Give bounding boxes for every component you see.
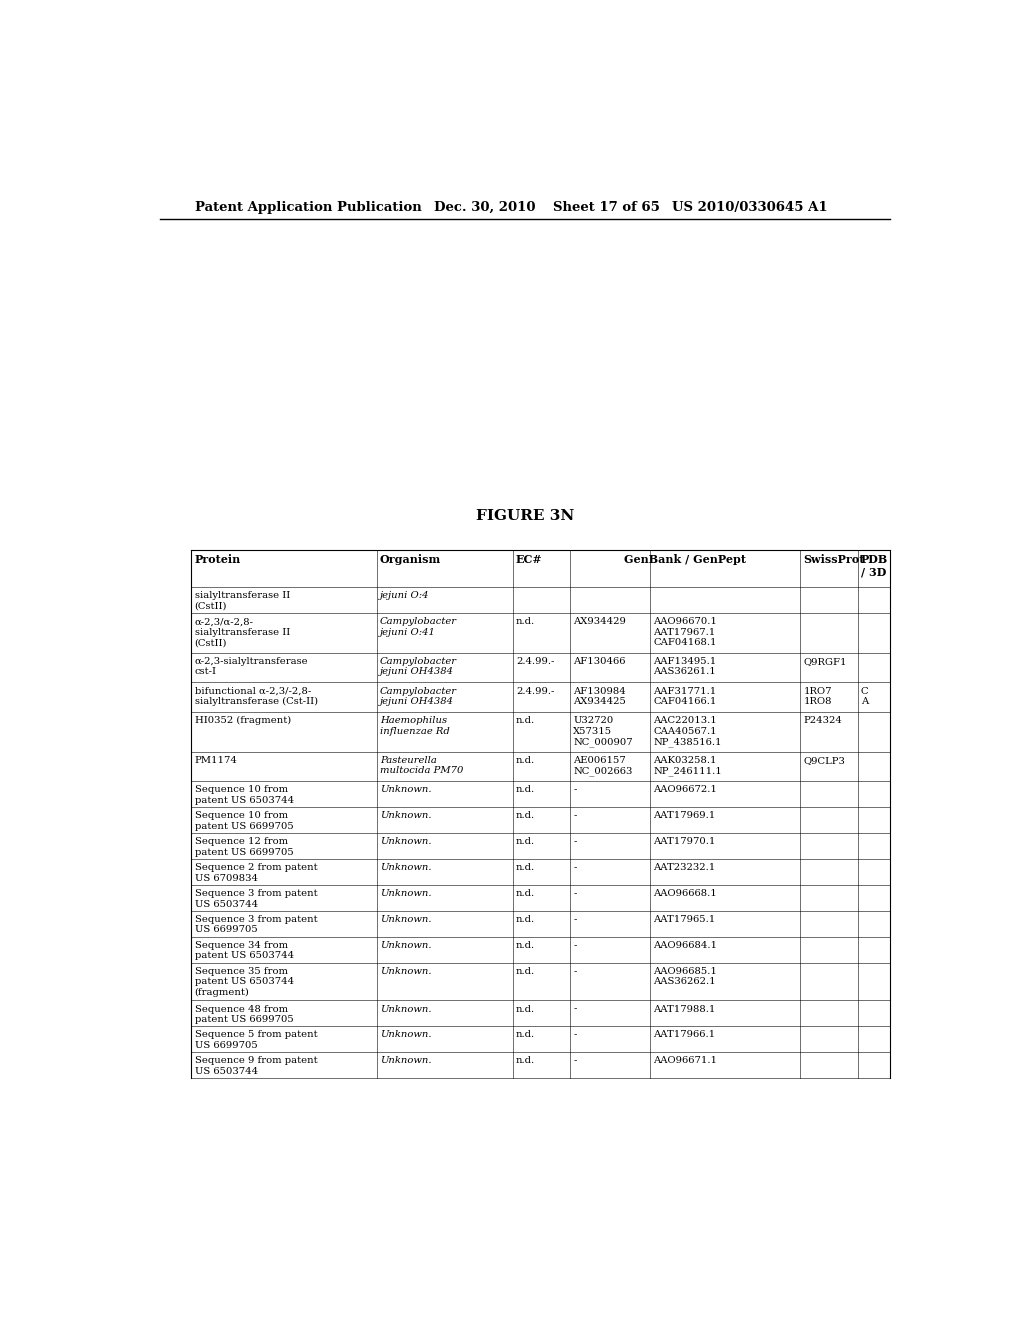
Text: -: -	[573, 785, 577, 795]
Text: AAO96671.1: AAO96671.1	[653, 1056, 718, 1065]
Text: PM1174: PM1174	[195, 755, 238, 764]
Text: Unknown.: Unknown.	[380, 785, 431, 795]
Text: -: -	[573, 966, 577, 975]
Text: -: -	[573, 1056, 577, 1065]
Text: Sheet 17 of 65: Sheet 17 of 65	[553, 201, 659, 214]
Text: n.d.: n.d.	[516, 618, 535, 627]
Text: SwissProt: SwissProt	[804, 554, 865, 565]
Text: n.d.: n.d.	[516, 717, 535, 726]
Text: P24324: P24324	[804, 717, 843, 726]
Text: -: -	[573, 837, 577, 846]
Text: AAT17988.1: AAT17988.1	[653, 1005, 716, 1014]
Text: AAT23232.1: AAT23232.1	[653, 863, 716, 873]
Text: jejuni O:4: jejuni O:4	[380, 591, 429, 601]
Text: Unknown.: Unknown.	[380, 1031, 431, 1039]
Text: n.d.: n.d.	[516, 755, 535, 764]
Text: bifunctional α-2,3/-2,8-
sialyltransferase (Cst-II): bifunctional α-2,3/-2,8- sialyltransfera…	[195, 686, 317, 706]
Text: Unknown.: Unknown.	[380, 966, 431, 975]
Text: -: -	[573, 863, 577, 873]
Text: AAO96670.1
AAT17967.1
CAF04168.1: AAO96670.1 AAT17967.1 CAF04168.1	[653, 618, 718, 647]
Text: C
A: C A	[861, 686, 868, 706]
Text: Sequence 35 from
patent US 6503744
(fragment): Sequence 35 from patent US 6503744 (frag…	[195, 966, 294, 997]
Text: Unknown.: Unknown.	[380, 941, 431, 950]
Text: Dec. 30, 2010: Dec. 30, 2010	[433, 201, 535, 214]
Text: AE006157
NC_002663: AE006157 NC_002663	[573, 755, 633, 776]
Text: AF130466: AF130466	[573, 656, 626, 665]
Text: Unknown.: Unknown.	[380, 1005, 431, 1014]
Text: 1RO7
1RO8: 1RO7 1RO8	[804, 686, 833, 706]
Text: AAT17970.1: AAT17970.1	[653, 837, 716, 846]
Text: -: -	[573, 812, 577, 820]
Text: AF130984
AX934425: AF130984 AX934425	[573, 686, 626, 706]
Text: Sequence 34 from
patent US 6503744: Sequence 34 from patent US 6503744	[195, 941, 294, 961]
Text: U32720
X57315
NC_000907: U32720 X57315 NC_000907	[573, 717, 633, 747]
Text: AAO96672.1: AAO96672.1	[653, 785, 718, 795]
Text: 2.4.99.-: 2.4.99.-	[516, 686, 554, 696]
Text: Patent Application Publication: Patent Application Publication	[196, 201, 422, 214]
Text: Sequence 12 from
patent US 6699705: Sequence 12 from patent US 6699705	[195, 837, 294, 857]
Text: AAC22013.1
CAA40567.1
NP_438516.1: AAC22013.1 CAA40567.1 NP_438516.1	[653, 717, 722, 747]
Text: Pasteurella
multocida PM70: Pasteurella multocida PM70	[380, 755, 463, 775]
Text: Q9CLP3: Q9CLP3	[804, 755, 846, 764]
Text: EC#: EC#	[516, 554, 543, 565]
Text: Protein: Protein	[195, 554, 241, 565]
Text: AX934429: AX934429	[573, 618, 626, 627]
Text: -: -	[573, 890, 577, 898]
Text: Sequence 3 from patent
US 6503744: Sequence 3 from patent US 6503744	[195, 890, 317, 908]
Text: HI0352 (fragment): HI0352 (fragment)	[195, 717, 291, 726]
Text: AAF31771.1
CAF04166.1: AAF31771.1 CAF04166.1	[653, 686, 717, 706]
Text: AAO96668.1: AAO96668.1	[653, 890, 717, 898]
Text: n.d.: n.d.	[516, 1005, 535, 1014]
Text: Sequence 48 from
patent US 6699705: Sequence 48 from patent US 6699705	[195, 1005, 294, 1024]
Text: -: -	[573, 915, 577, 924]
Text: n.d.: n.d.	[516, 941, 535, 950]
Text: 2.4.99.-: 2.4.99.-	[516, 656, 554, 665]
Text: AAO96685.1
AAS36262.1: AAO96685.1 AAS36262.1	[653, 966, 718, 986]
Text: AAK03258.1
NP_246111.1: AAK03258.1 NP_246111.1	[653, 755, 722, 776]
Text: n.d.: n.d.	[516, 863, 535, 873]
Text: FIGURE 3N: FIGURE 3N	[476, 510, 573, 523]
Text: Unknown.: Unknown.	[380, 890, 431, 898]
Text: sialyltransferase II
(CstII): sialyltransferase II (CstII)	[195, 591, 290, 611]
Text: GenBank / GenPept: GenBank / GenPept	[625, 554, 746, 565]
Text: Unknown.: Unknown.	[380, 837, 431, 846]
Text: AAT17965.1: AAT17965.1	[653, 915, 716, 924]
Text: Unknown.: Unknown.	[380, 915, 431, 924]
Text: AAF13495.1
AAS36261.1: AAF13495.1 AAS36261.1	[653, 656, 717, 676]
Text: n.d.: n.d.	[516, 837, 535, 846]
Text: n.d.: n.d.	[516, 785, 535, 795]
Text: n.d.: n.d.	[516, 966, 535, 975]
Text: Unknown.: Unknown.	[380, 1056, 431, 1065]
Text: AAO96684.1: AAO96684.1	[653, 941, 718, 950]
Text: Sequence 3 from patent
US 6699705: Sequence 3 from patent US 6699705	[195, 915, 317, 935]
Text: α-2,3-sialyltransferase
cst-I: α-2,3-sialyltransferase cst-I	[195, 656, 308, 676]
Text: -: -	[573, 941, 577, 950]
Text: Sequence 5 from patent
US 6699705: Sequence 5 from patent US 6699705	[195, 1031, 317, 1049]
Text: Sequence 9 from patent
US 6503744: Sequence 9 from patent US 6503744	[195, 1056, 317, 1076]
Text: US 2010/0330645 A1: US 2010/0330645 A1	[672, 201, 827, 214]
Text: Unknown.: Unknown.	[380, 863, 431, 873]
Text: -: -	[573, 1005, 577, 1014]
Text: Organism: Organism	[380, 554, 441, 565]
Text: Campylobacter
jejuni O:41: Campylobacter jejuni O:41	[380, 618, 457, 636]
Text: AAT17966.1: AAT17966.1	[653, 1031, 716, 1039]
Text: AAT17969.1: AAT17969.1	[653, 812, 716, 820]
Text: Campylobacter
jejuni OH4384: Campylobacter jejuni OH4384	[380, 656, 457, 676]
Text: Sequence 10 from
patent US 6699705: Sequence 10 from patent US 6699705	[195, 812, 294, 830]
Text: n.d.: n.d.	[516, 915, 535, 924]
Text: n.d.: n.d.	[516, 812, 535, 820]
Text: n.d.: n.d.	[516, 1031, 535, 1039]
Text: α-2,3/α-2,8-
sialyltransferase II
(CstII): α-2,3/α-2,8- sialyltransferase II (CstII…	[195, 618, 290, 647]
Text: Haemophilus
influenzae Rd: Haemophilus influenzae Rd	[380, 717, 450, 735]
Text: n.d.: n.d.	[516, 890, 535, 898]
Text: -: -	[573, 1031, 577, 1039]
Text: Q9RGF1: Q9RGF1	[804, 656, 847, 665]
Text: PDB
/ 3D: PDB / 3D	[861, 554, 888, 578]
Text: n.d.: n.d.	[516, 1056, 535, 1065]
Text: Unknown.: Unknown.	[380, 812, 431, 820]
Text: Sequence 2 from patent
US 6709834: Sequence 2 from patent US 6709834	[195, 863, 317, 883]
Text: Campylobacter
jejuni OH4384: Campylobacter jejuni OH4384	[380, 686, 457, 706]
Text: Sequence 10 from
patent US 6503744: Sequence 10 from patent US 6503744	[195, 785, 294, 805]
